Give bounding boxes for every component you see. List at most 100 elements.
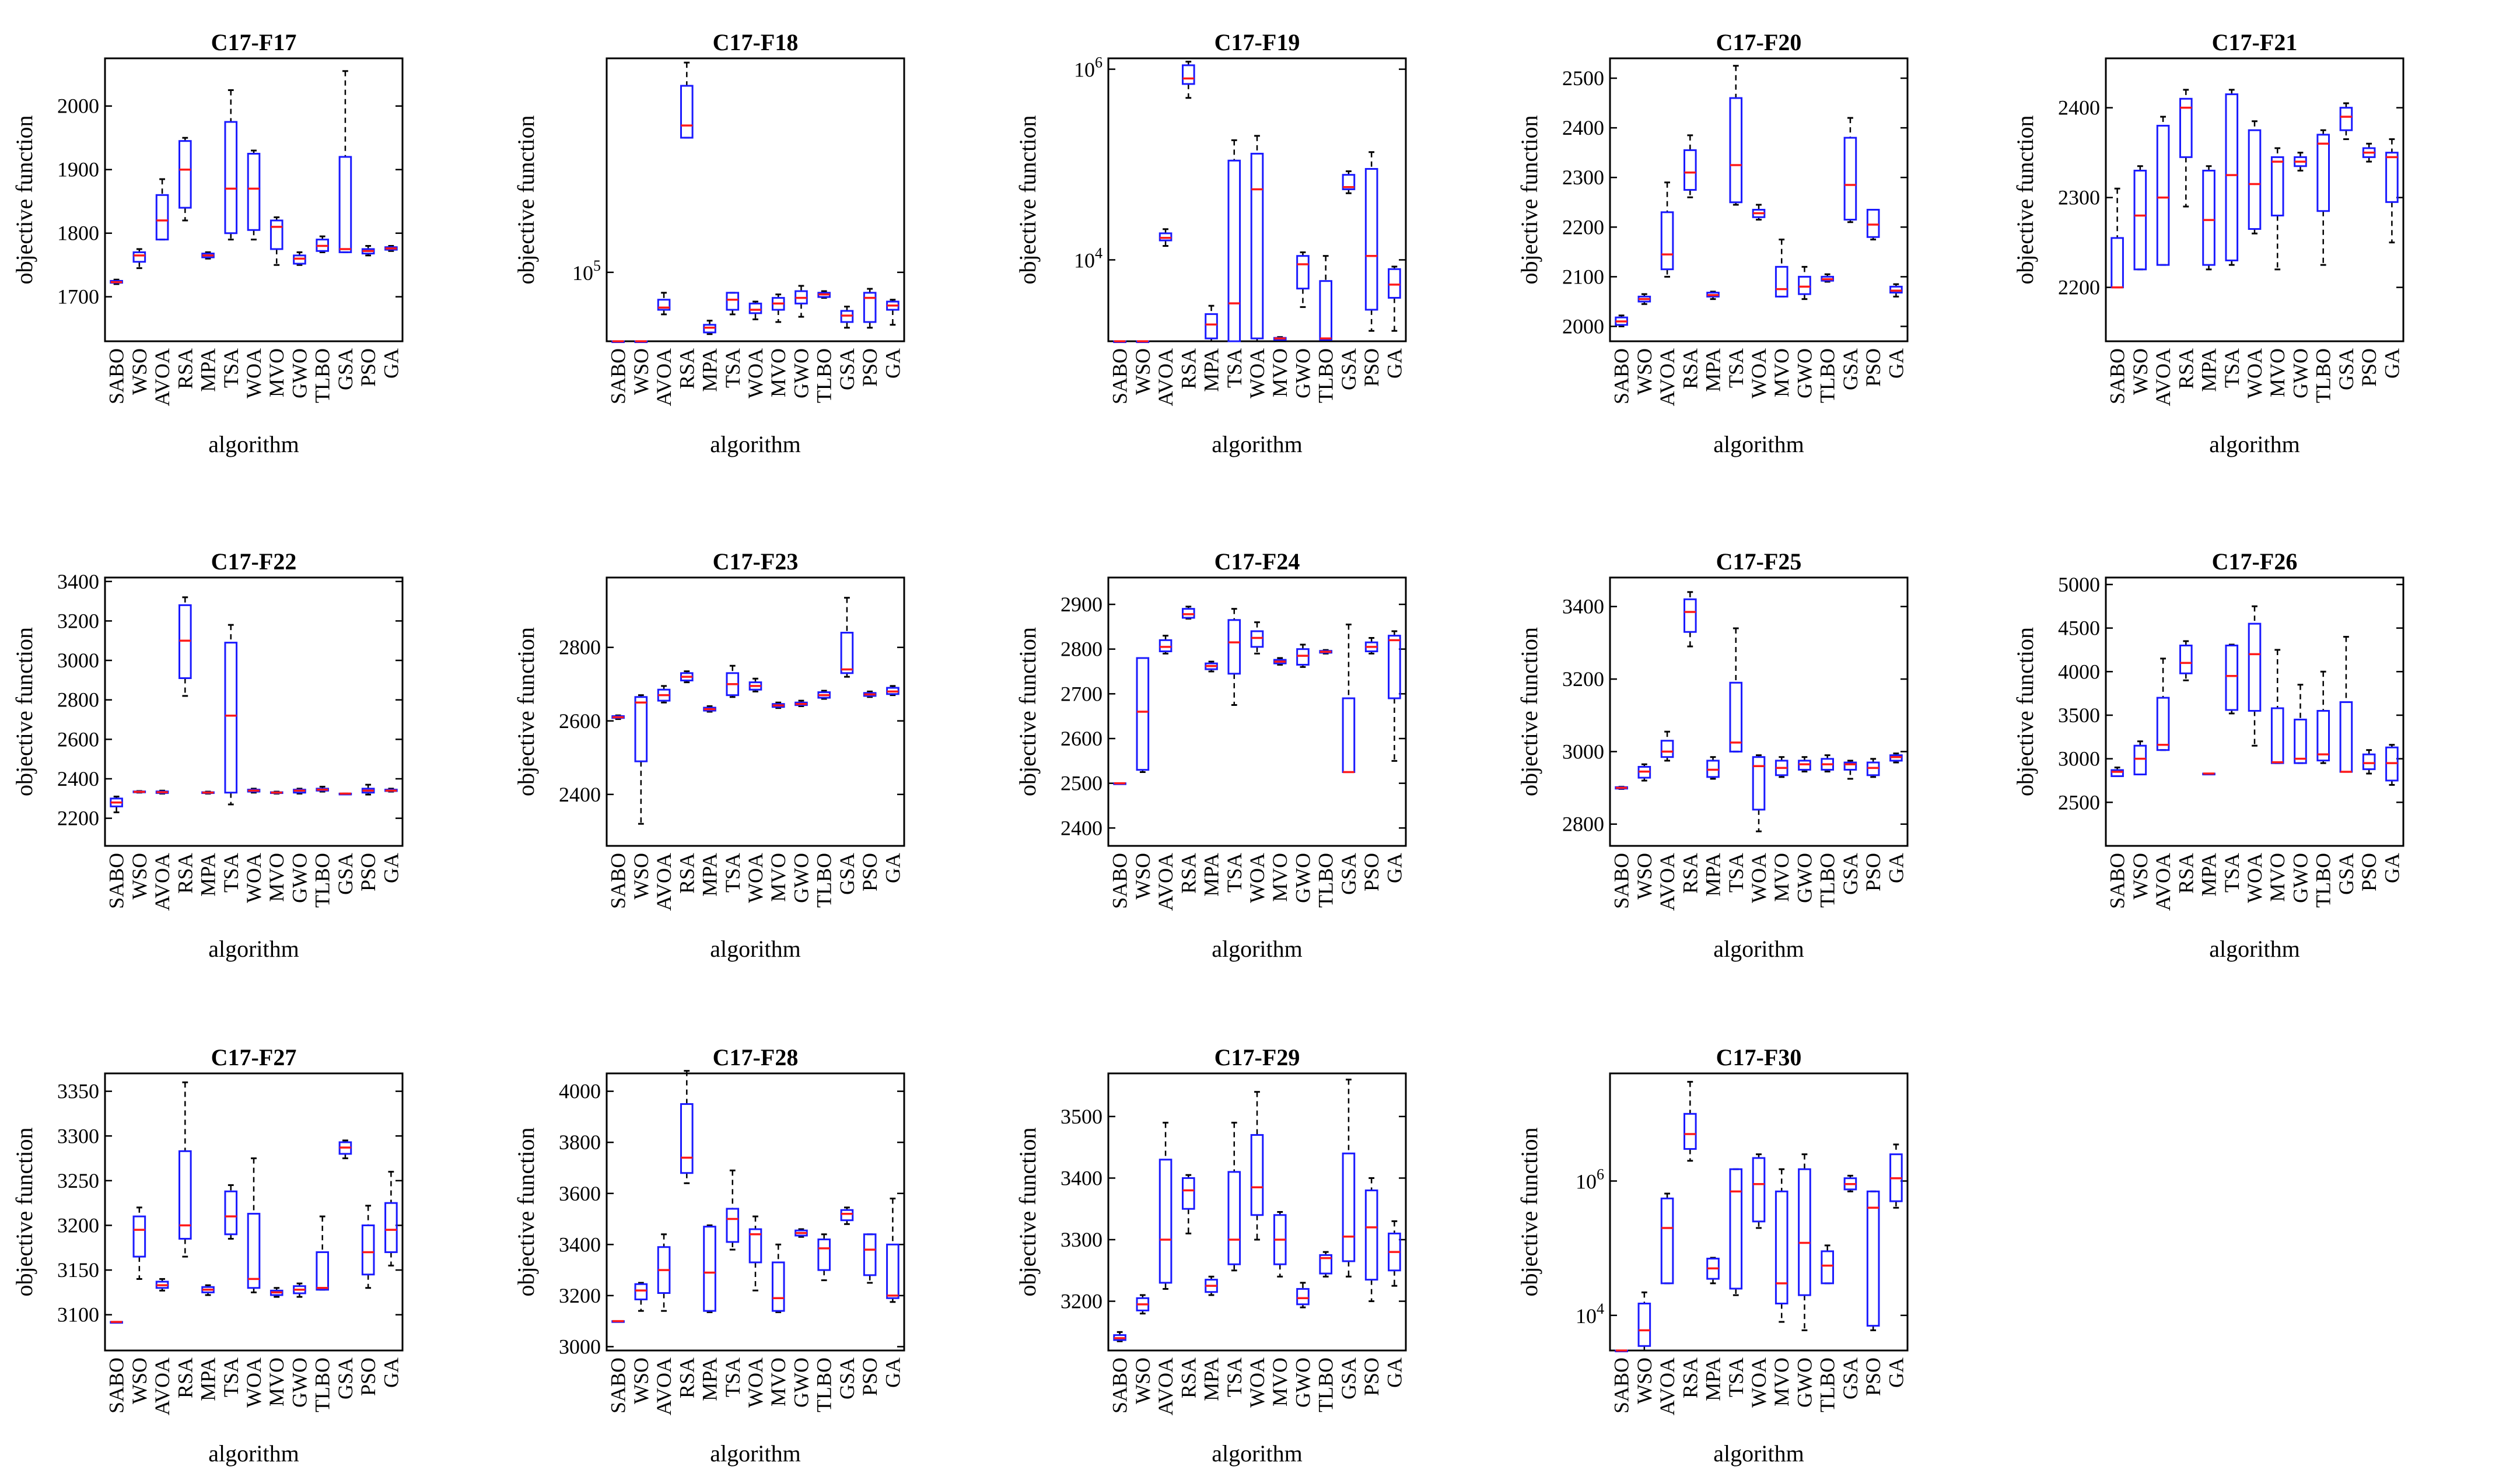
y-tick-label: 104 bbox=[1074, 244, 1102, 272]
box-rsa bbox=[1684, 591, 1697, 648]
box-pso bbox=[1866, 758, 1880, 778]
x-tick-label: RSA bbox=[675, 853, 698, 894]
y-tick-label: 3200 bbox=[57, 1213, 99, 1237]
y-tick-label: 3200 bbox=[559, 1284, 601, 1307]
box-woa bbox=[2248, 605, 2262, 747]
iqr-box bbox=[1296, 648, 1310, 666]
x-tick-label: PSO bbox=[2357, 348, 2381, 387]
y-tick-label: 2600 bbox=[1060, 727, 1102, 750]
iqr-box bbox=[1660, 740, 1674, 758]
x-tick-label: WSO bbox=[1131, 1357, 1154, 1404]
x-tick-label: SABO bbox=[105, 1357, 128, 1413]
x-tick-label: TLBO bbox=[1816, 1357, 1839, 1412]
y-tick-label: 1800 bbox=[57, 222, 99, 245]
iqr-box bbox=[1319, 1254, 1332, 1275]
y-axis-label: objective function bbox=[11, 627, 37, 796]
box-tlbo bbox=[316, 1215, 330, 1291]
iqr-box bbox=[1250, 152, 1264, 340]
box-gsa bbox=[1843, 1174, 1857, 1192]
x-tick-label: WSO bbox=[128, 853, 151, 900]
x-axis-label: algorithm bbox=[1212, 1440, 1303, 1467]
x-tick-label: RSA bbox=[173, 348, 197, 389]
x-tick-label: WOA bbox=[242, 348, 265, 398]
box-sabo bbox=[1113, 340, 1126, 343]
box-tlbo bbox=[1821, 754, 1834, 773]
iqr-box bbox=[863, 1233, 877, 1276]
box-sabo bbox=[1615, 786, 1628, 790]
x-tick-label: MPA bbox=[698, 853, 722, 897]
x-tick-label: RSA bbox=[1177, 348, 1200, 389]
iqr-box bbox=[1729, 681, 1743, 753]
plot-frame bbox=[606, 576, 905, 847]
x-tick-label: RSA bbox=[2174, 348, 2197, 389]
subplot-c17-f26: C17-F26 2500 3000 3500 4000 4500 5000 objective… bbox=[2012, 548, 2404, 962]
x-tick-label: TLBO bbox=[2312, 853, 2335, 908]
iqr-box bbox=[2156, 697, 2170, 751]
x-axis-label: algorithm bbox=[2209, 936, 2300, 962]
iqr-box bbox=[1342, 1152, 1356, 1262]
box-avoa bbox=[2156, 657, 2170, 751]
iqr-box bbox=[1182, 64, 1195, 85]
box-gsa bbox=[338, 1139, 352, 1160]
iqr-box bbox=[2362, 753, 2376, 771]
x-tick-label: MPA bbox=[1702, 853, 1725, 897]
y-axis-label: objective function bbox=[2012, 627, 2038, 796]
box-gsa bbox=[1342, 624, 1356, 774]
iqr-box bbox=[726, 292, 740, 311]
box-tsa bbox=[1729, 1168, 1743, 1296]
iqr-box bbox=[361, 1224, 375, 1276]
iqr-box bbox=[1158, 1159, 1172, 1284]
x-tick-label: PSO bbox=[2357, 853, 2381, 891]
iqr-box bbox=[2316, 710, 2330, 762]
y-tick-label: 3400 bbox=[1060, 1166, 1102, 1189]
x-tick-label: MVO bbox=[1268, 348, 1292, 397]
x-tick-label: WSO bbox=[2129, 853, 2152, 900]
iqr-box bbox=[1388, 268, 1401, 299]
box-rsa bbox=[178, 596, 192, 697]
x-tick-label: MPA bbox=[1702, 1357, 1725, 1401]
iqr-box bbox=[1319, 280, 1332, 341]
box-woa bbox=[1752, 204, 1766, 221]
box-wso bbox=[1136, 1294, 1150, 1315]
x-tick-label: GSA bbox=[1839, 853, 1862, 895]
x-tick-label: TLBO bbox=[1816, 853, 1839, 908]
x-tick-label: SABO bbox=[1610, 853, 1633, 909]
iqr-box bbox=[2133, 744, 2147, 776]
box-mvo bbox=[1273, 657, 1287, 666]
box-ga bbox=[1889, 1143, 1903, 1209]
box-wso bbox=[634, 694, 648, 825]
box-tsa bbox=[726, 664, 740, 698]
box-mvo bbox=[270, 790, 284, 795]
iqr-box bbox=[2179, 644, 2193, 674]
iqr-box bbox=[1774, 265, 1788, 298]
x-tick-label: TLBO bbox=[813, 348, 836, 403]
box-mpa bbox=[1205, 305, 1218, 342]
x-tick-label: TSA bbox=[1223, 853, 1246, 893]
x-tick-label: GSA bbox=[2334, 853, 2358, 895]
x-tick-label: RSA bbox=[173, 1357, 197, 1398]
chart-title: C17-F17 bbox=[211, 29, 297, 55]
x-tick-label: GSA bbox=[1839, 348, 1862, 390]
x-tick-label: PSO bbox=[1360, 853, 1383, 891]
iqr-box bbox=[2110, 237, 2124, 289]
x-tick-label: RSA bbox=[675, 1357, 698, 1398]
iqr-box bbox=[1227, 159, 1241, 342]
iqr-box bbox=[1388, 635, 1401, 699]
box-tlbo bbox=[2316, 670, 2330, 764]
box-gwo bbox=[794, 1228, 808, 1238]
y-tick-label: 3000 bbox=[559, 1335, 601, 1358]
chart-title: C17-F26 bbox=[2212, 548, 2298, 575]
box-sabo bbox=[1615, 1349, 1628, 1352]
iqr-box bbox=[840, 632, 854, 674]
x-tick-label: MPA bbox=[698, 348, 722, 392]
box-mpa bbox=[201, 790, 215, 795]
x-tick-label: MPA bbox=[1702, 348, 1725, 392]
x-tick-label: MVO bbox=[2266, 853, 2289, 902]
x-tick-label: TLBO bbox=[813, 853, 836, 908]
box-mvo bbox=[2270, 649, 2284, 764]
y-tick-label: 3300 bbox=[57, 1124, 99, 1147]
x-tick-label: MVO bbox=[1268, 853, 1292, 902]
box-sabo bbox=[611, 1320, 625, 1323]
x-tick-label: TSA bbox=[1223, 348, 1246, 388]
box-sabo bbox=[2110, 187, 2124, 289]
